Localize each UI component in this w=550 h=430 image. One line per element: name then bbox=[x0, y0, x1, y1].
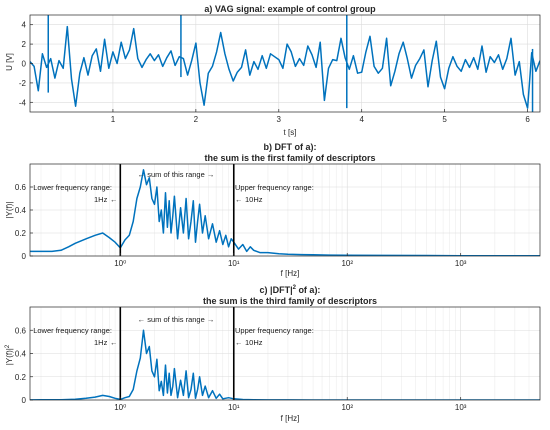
panel-c-title-end: of a): bbox=[296, 285, 321, 295]
panel-b-y-label: |Y(f)| bbox=[5, 201, 14, 218]
panel-c-lower-range-value: 1Hz bbox=[94, 338, 108, 347]
panel-c-lower-range-arrow: ← bbox=[110, 338, 118, 347]
y-tick-label: 0.6 bbox=[15, 326, 27, 335]
y-tick-label: 0.2 bbox=[15, 373, 27, 382]
panel-a-x-ticks: 1 2 3 4 5 6 bbox=[111, 109, 530, 124]
x-tick-label: 10¹ bbox=[228, 403, 240, 412]
x-tick-label: 5 bbox=[442, 115, 447, 124]
panel-a-grid bbox=[30, 15, 540, 112]
panel-b-series bbox=[30, 169, 540, 256]
panel-b-upper-range-value: 10Hz bbox=[245, 195, 263, 204]
panel-c-upper-range-arrow: ← bbox=[235, 338, 243, 347]
panel-a-vag-signal: a) VAG signal: example of control group … bbox=[5, 4, 541, 137]
panel-b-x-ticks: 10⁰ 10¹ 10² 10³ bbox=[114, 253, 467, 268]
x-tick-label: 10³ bbox=[455, 403, 467, 412]
panel-c-sum-range-label: ← sum of this range → bbox=[138, 315, 215, 324]
x-tick-label: 10¹ bbox=[228, 259, 240, 268]
y-tick-label: 0 bbox=[22, 252, 27, 261]
panel-a-series bbox=[30, 15, 540, 112]
y-tick-label: 0.2 bbox=[15, 229, 27, 238]
panel-b-subtitle: the sum is the first family of descripto… bbox=[204, 153, 375, 163]
panel-c-annotations: Lower frequency range: 1Hz ← ← sum of th… bbox=[33, 315, 314, 347]
panel-b-annotations: Lower frequency range: 1Hz ← ← sum of th… bbox=[33, 170, 314, 204]
panel-c-y-label: |Y(f)|2 bbox=[5, 344, 14, 365]
x-tick-label: 3 bbox=[277, 115, 282, 124]
panel-b-dft: b) DFT of a): the sum is the first famil… bbox=[5, 142, 541, 278]
series-line bbox=[30, 25, 540, 109]
y-tick-label: 4 bbox=[22, 21, 27, 30]
panel-b-lower-range-value: 1Hz bbox=[94, 195, 108, 204]
panel-c-upper-range-value: 10Hz bbox=[245, 338, 263, 347]
y-tick-label: 0 bbox=[22, 396, 27, 405]
panel-b-x-label: f [Hz] bbox=[281, 269, 300, 278]
panel-b-upper-range-arrow: ← bbox=[235, 195, 243, 204]
panel-c-grid bbox=[30, 307, 540, 401]
panel-c-title-sup: 2 bbox=[293, 285, 297, 291]
x-tick-label: 2 bbox=[194, 115, 199, 124]
y-tick-label: 0 bbox=[22, 60, 27, 69]
panel-c-title-main: c) |DFT| bbox=[260, 285, 293, 295]
panel-c-x-ticks: 10⁰ 10¹ 10² 10³ bbox=[114, 397, 467, 412]
panel-a-y-label: U [V] bbox=[5, 53, 14, 71]
panel-c-series bbox=[30, 329, 540, 400]
panel-a-y-ticks: -4 -2 0 2 4 bbox=[19, 21, 33, 107]
panel-c-dft-squared: c) |DFT|2 of a): the sum is the third fa… bbox=[5, 285, 541, 423]
panel-b-sum-range-label: ← sum of this range → bbox=[138, 170, 215, 179]
panel-b-range-markers bbox=[119, 164, 235, 256]
x-tick-label: 6 bbox=[525, 115, 530, 124]
x-tick-label: 10³ bbox=[455, 259, 467, 268]
panel-c-x-label: f [Hz] bbox=[281, 414, 300, 423]
panel-c-title: c) |DFT|2 of a): bbox=[260, 285, 321, 295]
x-tick-label: 10² bbox=[341, 403, 353, 412]
panel-c-y-label-sup: 2 bbox=[5, 344, 11, 348]
x-tick-label: 10² bbox=[341, 259, 353, 268]
panel-b-upper-range-label: Upper frequency range: bbox=[235, 183, 314, 192]
panel-c-y-ticks: 0 0.2 0.4 0.6 bbox=[15, 326, 33, 405]
panel-b-grid bbox=[30, 164, 540, 257]
y-tick-label: 0.4 bbox=[15, 350, 27, 359]
panel-b-y-ticks: 0 0.2 0.4 0.6 bbox=[15, 183, 33, 261]
panel-b-lower-range-label: Lower frequency range: bbox=[33, 183, 112, 192]
x-tick-label: 1 bbox=[111, 115, 116, 124]
panel-a-x-label: t [s] bbox=[284, 128, 297, 137]
panel-c-range-markers bbox=[119, 307, 235, 400]
panel-c-y-label-main: |Y(f)| bbox=[5, 348, 14, 365]
panel-b-title: b) DFT of a): bbox=[264, 142, 317, 152]
panel-b-lower-range-arrow: ← bbox=[110, 195, 118, 204]
y-tick-label: -2 bbox=[19, 79, 27, 88]
series-line bbox=[30, 169, 540, 256]
panel-c-subtitle: the sum is the third family of descripto… bbox=[203, 296, 377, 306]
panel-c-upper-range-label: Upper frequency range: bbox=[235, 326, 314, 335]
y-tick-label: 2 bbox=[22, 40, 27, 49]
y-tick-label: -4 bbox=[19, 98, 27, 107]
x-tick-label: 4 bbox=[359, 115, 364, 124]
panel-a-title: a) VAG signal: example of control group bbox=[204, 4, 376, 14]
panel-c-lower-range-label: Lower frequency range: bbox=[33, 326, 112, 335]
series-line bbox=[30, 329, 540, 400]
x-tick-label: 10⁰ bbox=[114, 259, 126, 268]
y-tick-label: 0.6 bbox=[15, 183, 27, 192]
y-tick-label: 0.4 bbox=[15, 206, 27, 215]
x-tick-label: 10⁰ bbox=[114, 403, 126, 412]
